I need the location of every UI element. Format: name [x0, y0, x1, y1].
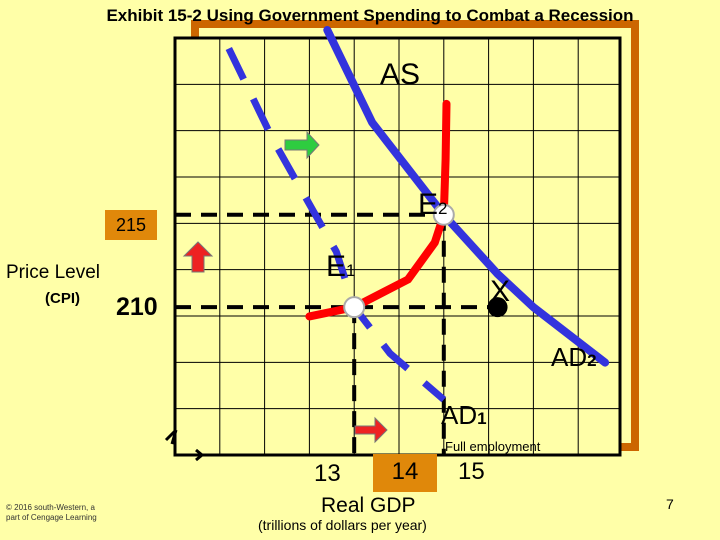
- e1-label: E1: [326, 250, 356, 283]
- arrow-right-icon: [284, 130, 320, 160]
- page-number: 7: [666, 496, 674, 512]
- e2-point: [432, 203, 455, 226]
- ad1-curve: [225, 46, 447, 403]
- arrow-up-icon: [182, 241, 214, 273]
- x-point-label: X: [490, 275, 511, 308]
- ad2-label: AD2: [551, 342, 597, 372]
- y-tick-210: 210: [116, 293, 158, 321]
- e2-label: E2: [418, 188, 448, 221]
- x-axis-label: Real GDP: [321, 494, 416, 517]
- y-axis-label: Price Level: [6, 262, 100, 283]
- ad1-label: AD1: [441, 400, 487, 430]
- x-tick-13: 13: [314, 460, 341, 487]
- x-tick-15: 15: [458, 458, 485, 485]
- e1-point: [343, 296, 366, 319]
- x-point: [487, 297, 508, 318]
- ad2-curve: [323, 26, 610, 367]
- chart-title: Exhibit 15-2 Using Government Spending t…: [106, 6, 634, 25]
- y-tick-215: 215: [105, 210, 157, 240]
- x-axis-sublabel: (trillions of dollars per year): [258, 517, 427, 533]
- y-axis-sublabel: (CPI): [45, 290, 80, 307]
- arrow-right-icon: [354, 416, 388, 444]
- full-employment-label: Full employment: [445, 439, 541, 454]
- copyright-text: © 2016 south-Western, a part of Cengage L…: [6, 503, 97, 522]
- as-label: AS: [380, 58, 421, 91]
- plot-frame: [173, 36, 622, 457]
- x-tick-14: 14: [373, 454, 437, 492]
- axis-break-icon: [164, 428, 205, 462]
